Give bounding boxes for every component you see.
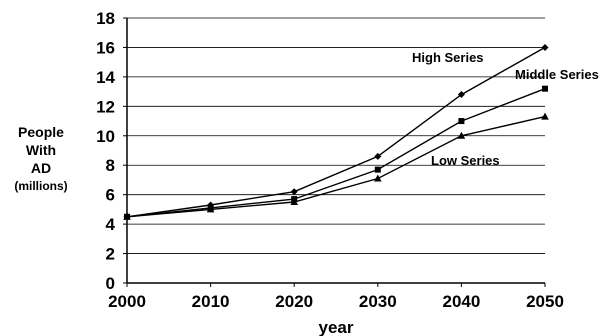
y-tick-label: 4	[106, 215, 116, 234]
x-tick-label: 2040	[442, 292, 480, 311]
y-tick-label: 10	[96, 127, 115, 146]
y-axis-label-line: AD	[31, 160, 51, 176]
series-label-low: Low Series	[431, 153, 500, 168]
y-tick-label: 0	[106, 274, 115, 293]
series-line-3	[126, 115, 546, 218]
x-tick-label: 2050	[526, 292, 564, 311]
data-point-square	[458, 118, 465, 125]
gridlines	[123, 17, 546, 287]
y-tick-label: 12	[96, 97, 115, 116]
data-point-diamond	[457, 91, 465, 99]
y-axis-label-line: People	[18, 124, 64, 140]
y-tick-labels: 0 2 4 6 8 10 12 14 16 18	[96, 9, 115, 293]
series-line-2	[126, 88, 546, 218]
data-point-square	[374, 166, 381, 173]
data-point-triangle	[374, 174, 382, 182]
data-point-triangle	[206, 205, 215, 213]
y-tick-label: 2	[106, 245, 115, 264]
x-axis-label: year	[319, 318, 354, 336]
y-tick-label: 8	[106, 156, 115, 175]
series-label-middle: Middle Series	[515, 67, 599, 82]
x-tick-label: 2000	[108, 292, 146, 311]
data-point-triangle	[541, 112, 549, 120]
data-point-triangle	[457, 131, 466, 139]
y-tick-label: 14	[96, 68, 115, 87]
axes	[126, 18, 545, 284]
y-tick-label: 16	[96, 38, 115, 57]
data-point-triangle	[123, 212, 131, 220]
y-tick-label: 18	[96, 9, 115, 28]
y-axis-label: People With AD (millions)	[14, 124, 67, 193]
series-line-1	[126, 46, 546, 218]
x-tick-label: 2020	[275, 292, 313, 311]
y-axis-label-line: With	[26, 142, 56, 158]
y-tick-label: 6	[106, 186, 115, 205]
x-tick-labels: 2000 2010 2020 2030 2040 2050	[108, 292, 564, 311]
data-point-diamond	[374, 152, 382, 160]
x-tick-label: 2030	[359, 292, 397, 311]
data-point-square	[542, 85, 548, 92]
data-point-triangle	[290, 198, 298, 206]
series-label-high: High Series	[412, 50, 484, 65]
series-lines	[126, 46, 546, 218]
series-markers	[123, 43, 549, 221]
data-point-diamond	[541, 43, 549, 51]
x-tick-label: 2010	[192, 292, 230, 311]
data-point-diamond	[290, 188, 298, 196]
y-axis-label-line: (millions)	[14, 179, 67, 193]
